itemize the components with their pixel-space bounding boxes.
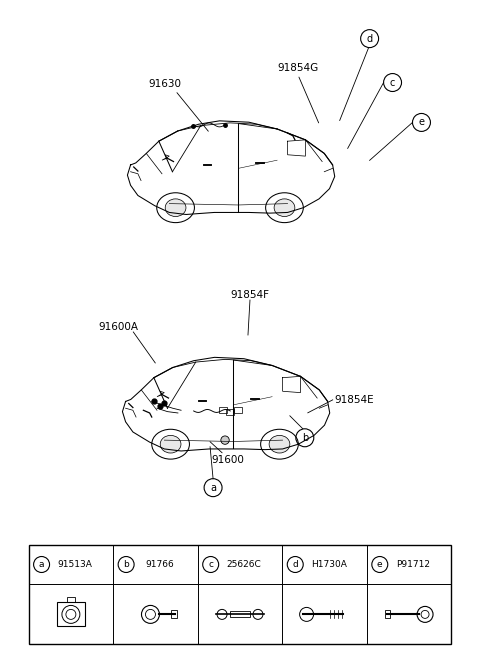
Bar xyxy=(230,611,250,617)
Bar xyxy=(234,407,241,413)
Text: 91766: 91766 xyxy=(145,560,174,569)
Bar xyxy=(29,544,451,644)
Text: P91712: P91712 xyxy=(396,560,431,569)
Bar xyxy=(171,610,178,619)
Circle shape xyxy=(221,436,229,444)
Text: a: a xyxy=(210,483,216,493)
Text: 91854F: 91854F xyxy=(230,290,269,300)
Bar xyxy=(67,598,75,602)
Bar xyxy=(385,610,390,619)
Ellipse shape xyxy=(160,436,181,453)
Text: e: e xyxy=(419,117,424,127)
Bar xyxy=(219,407,227,413)
Ellipse shape xyxy=(165,199,186,216)
Text: 91630: 91630 xyxy=(149,79,182,89)
Text: 91600: 91600 xyxy=(212,455,244,464)
Text: c: c xyxy=(390,77,395,87)
Text: e: e xyxy=(377,560,383,569)
Text: 91513A: 91513A xyxy=(58,560,93,569)
Text: H1730A: H1730A xyxy=(311,560,347,569)
Text: d: d xyxy=(292,560,298,569)
Ellipse shape xyxy=(269,436,290,453)
Polygon shape xyxy=(162,155,169,160)
Text: b: b xyxy=(302,433,308,443)
Bar xyxy=(57,602,85,626)
Text: b: b xyxy=(123,560,129,569)
Text: 91600A: 91600A xyxy=(98,322,138,332)
Bar xyxy=(226,409,234,415)
Text: 91854G: 91854G xyxy=(277,62,318,73)
Text: a: a xyxy=(39,560,44,569)
Text: 91854E: 91854E xyxy=(335,395,374,405)
Polygon shape xyxy=(157,391,164,397)
Text: d: d xyxy=(367,33,372,43)
Text: 25626C: 25626C xyxy=(227,560,262,569)
Text: c: c xyxy=(208,560,213,569)
Ellipse shape xyxy=(274,199,295,216)
